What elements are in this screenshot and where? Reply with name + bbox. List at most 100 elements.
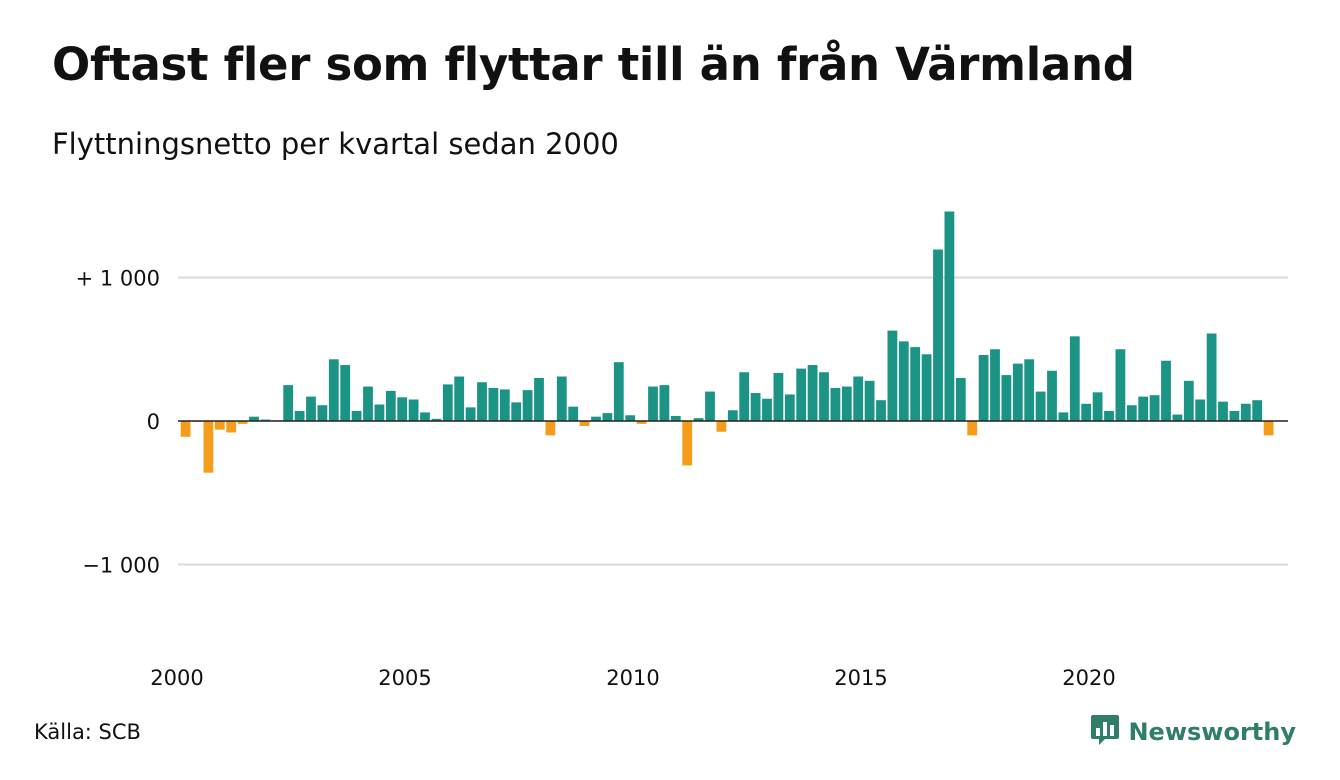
bar (1001, 375, 1012, 421)
bar (1024, 359, 1035, 421)
bar (648, 386, 658, 421)
bar (499, 389, 510, 421)
bar (1104, 410, 1114, 421)
bar (933, 249, 943, 421)
bar (784, 394, 795, 421)
bar (556, 376, 567, 421)
bar (363, 386, 373, 421)
bar (1115, 349, 1126, 421)
bar (750, 393, 761, 421)
bar (739, 372, 750, 421)
bar (1058, 412, 1069, 421)
bar (1229, 410, 1240, 421)
bar (534, 377, 544, 421)
x-tick-label: 2020 (1062, 666, 1115, 690)
bar (522, 390, 533, 421)
bar (864, 380, 875, 421)
bar (294, 410, 305, 421)
bar (249, 416, 259, 421)
y-axis-labels: + 1 000 0 −1 000 (76, 267, 160, 578)
bar (1092, 392, 1103, 421)
bar (830, 388, 841, 421)
bar (214, 421, 225, 430)
bar (921, 354, 932, 421)
bar (1035, 391, 1046, 421)
bar (773, 372, 784, 421)
bar (385, 390, 396, 421)
bar (1263, 421, 1274, 436)
bar (670, 415, 681, 421)
bar (591, 416, 601, 421)
source-note: Källa: SCB (34, 720, 141, 744)
bar (442, 384, 453, 421)
bar (807, 365, 818, 421)
bar (705, 391, 715, 421)
y-tick-label: −1 000 (82, 554, 160, 578)
bar (1161, 360, 1171, 421)
bar (511, 402, 522, 421)
bar (545, 421, 556, 436)
bar (1195, 399, 1206, 421)
bar (1240, 403, 1251, 421)
bar (762, 398, 772, 421)
bar (340, 365, 351, 421)
bar (1149, 395, 1160, 421)
x-tick-label: 2015 (834, 666, 887, 690)
bar (887, 330, 898, 421)
bar (1069, 336, 1080, 421)
bar (180, 421, 191, 437)
brand-name: Newsworthy (1128, 718, 1296, 746)
chart-subtitle: Flyttningsnetto per kvartal sedan 2000 (52, 127, 619, 161)
bar (636, 421, 647, 424)
x-tick-label: 2000 (150, 666, 203, 690)
bar (796, 368, 807, 421)
bar (955, 377, 966, 421)
bar (1138, 396, 1149, 421)
bar (1012, 363, 1023, 421)
bar (477, 382, 487, 421)
bars (180, 211, 1274, 473)
bar (237, 421, 248, 424)
brand-logo[interactable]: Newsworthy (1090, 714, 1296, 750)
bar (978, 354, 989, 421)
bar (659, 385, 670, 422)
bar (682, 421, 693, 466)
bar (351, 410, 362, 421)
bar (431, 418, 442, 421)
bar (374, 404, 385, 421)
x-axis-labels: 2000 2005 2010 2015 2020 (150, 666, 1115, 690)
bar (898, 341, 909, 421)
bar (568, 406, 579, 421)
bar (408, 399, 419, 421)
bar (625, 415, 636, 421)
bar (317, 405, 328, 421)
y-tick-label: 0 (147, 410, 160, 434)
bar (613, 362, 624, 421)
bar (226, 421, 237, 433)
bar (465, 407, 476, 421)
bar (1047, 370, 1057, 421)
bar (602, 413, 613, 421)
x-tick-label: 2005 (378, 666, 431, 690)
bar (1183, 380, 1194, 421)
bar (328, 359, 339, 421)
bar (1218, 401, 1228, 421)
bar (306, 396, 316, 421)
bar (716, 421, 727, 432)
bar (853, 376, 864, 421)
bar (397, 397, 408, 421)
bar (990, 349, 1000, 421)
bar (1126, 405, 1137, 421)
x-tick-label: 2010 (606, 666, 659, 690)
chart-title: Oftast fler som flyttar till än från Vär… (52, 38, 1135, 91)
bar (1252, 400, 1263, 421)
gridlines (178, 276, 1288, 566)
bar (910, 347, 921, 421)
bar (693, 418, 704, 421)
bar (944, 211, 955, 421)
bar (967, 421, 978, 436)
bar (727, 410, 738, 421)
bar (579, 421, 590, 427)
bar (1206, 333, 1217, 421)
